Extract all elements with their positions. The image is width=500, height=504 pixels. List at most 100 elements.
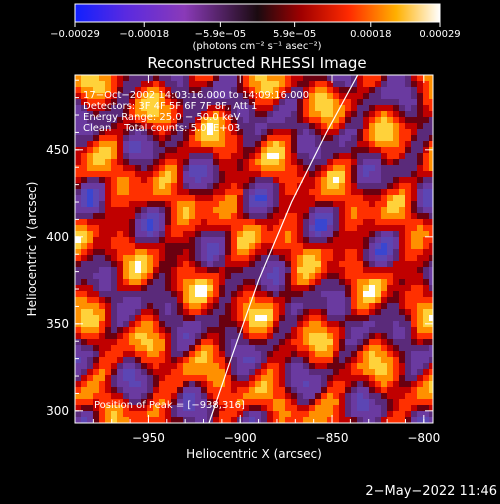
heatmap-cell (339, 159, 345, 165)
heatmap-cell (417, 297, 423, 303)
heatmap-cell (339, 321, 345, 327)
heatmap-cell (417, 333, 423, 339)
heatmap-cell (237, 357, 243, 363)
heatmap-cell (291, 255, 297, 261)
heatmap-cell (339, 339, 345, 345)
heatmap-cell (267, 207, 273, 213)
heatmap-cell (429, 417, 433, 423)
heatmap-cell (303, 297, 309, 303)
heatmap-cell (243, 267, 249, 273)
heatmap-cell (345, 99, 351, 105)
heatmap-cell (147, 189, 153, 195)
heatmap-cell (243, 177, 249, 183)
heatmap-cell (99, 189, 105, 195)
heatmap-cell (327, 375, 333, 381)
heatmap-cell (183, 135, 189, 141)
heatmap-cell (177, 159, 183, 165)
heatmap-cell (189, 321, 195, 327)
heatmap-cell (177, 411, 183, 417)
heatmap-cell (159, 345, 165, 351)
heatmap-cell (369, 291, 375, 297)
heatmap-cell (261, 189, 267, 195)
heatmap-cell (117, 93, 123, 99)
heatmap-cell (213, 243, 219, 249)
heatmap-cell (153, 153, 159, 159)
heatmap-cell (417, 105, 423, 111)
heatmap-cell (249, 345, 255, 351)
heatmap-cell (303, 321, 309, 327)
heatmap-cell (225, 111, 231, 117)
heatmap-cell (369, 417, 375, 423)
heatmap-cell (429, 381, 433, 387)
heatmap-cell (219, 141, 225, 147)
heatmap-cell (75, 111, 81, 117)
heatmap-cell (285, 153, 291, 159)
heatmap-cell (315, 363, 321, 369)
heatmap-cell (201, 387, 207, 393)
heatmap-cell (255, 195, 261, 201)
heatmap-cell (261, 315, 267, 321)
heatmap-cell (381, 225, 387, 231)
heatmap-cell (327, 213, 333, 219)
heatmap-cell (81, 387, 87, 393)
heatmap-cell (147, 339, 153, 345)
heatmap-cell (387, 417, 393, 423)
heatmap-cell (99, 159, 105, 165)
heatmap-cell (279, 141, 285, 147)
heatmap-cell (327, 315, 333, 321)
heatmap-cell (315, 255, 321, 261)
heatmap-cell (141, 273, 147, 279)
heatmap-cell (243, 231, 249, 237)
heatmap-cell (363, 93, 369, 99)
heatmap-cell (267, 213, 273, 219)
heatmap-cell (87, 111, 93, 117)
heatmap-cell (105, 189, 111, 195)
heatmap-cell (213, 411, 219, 417)
heatmap-cell (375, 393, 381, 399)
heatmap-cell (423, 141, 429, 147)
heatmap-cell (429, 393, 433, 399)
heatmap-cell (309, 357, 315, 363)
heatmap-cell (327, 369, 333, 375)
heatmap-cell (237, 333, 243, 339)
heatmap-cell (351, 291, 357, 297)
heatmap-cell (249, 75, 255, 81)
heatmap-cell (147, 111, 153, 117)
annotation-line: 17−Oct−2002 14:03:16.000 to 14:09:16.000 (83, 90, 309, 101)
heatmap-cell (333, 141, 339, 147)
heatmap-cell (261, 117, 267, 123)
heatmap-cell (81, 321, 87, 327)
heatmap-cell (303, 399, 309, 405)
heatmap-cell (291, 303, 297, 309)
heatmap-cell (309, 297, 315, 303)
heatmap-cell (153, 363, 159, 369)
heatmap-cell (357, 81, 363, 87)
heatmap-cell (243, 111, 249, 117)
heatmap-cell (375, 87, 381, 93)
heatmap-cell (129, 405, 135, 411)
heatmap-cell (207, 411, 213, 417)
heatmap-cell (333, 213, 339, 219)
heatmap-cell (75, 393, 81, 399)
heatmap-cell (249, 285, 255, 291)
heatmap-cell (261, 147, 267, 153)
heatmap-cell (345, 285, 351, 291)
heatmap-cell (237, 315, 243, 321)
heatmap-cell (129, 393, 135, 399)
heatmap-cell (267, 87, 273, 93)
heatmap-cell (93, 177, 99, 183)
heatmap-cell (321, 405, 327, 411)
heatmap-cell (129, 129, 135, 135)
heatmap-cell (237, 375, 243, 381)
heatmap-cell (207, 99, 213, 105)
heatmap-cell (303, 111, 309, 117)
heatmap-cell (375, 363, 381, 369)
heatmap-cell (315, 375, 321, 381)
heatmap-cell (129, 285, 135, 291)
heatmap-cell (159, 189, 165, 195)
heatmap-cell (267, 357, 273, 363)
heatmap-cell (99, 285, 105, 291)
heatmap-cell (339, 375, 345, 381)
heatmap-cell (345, 357, 351, 363)
heatmap-cell (129, 273, 135, 279)
